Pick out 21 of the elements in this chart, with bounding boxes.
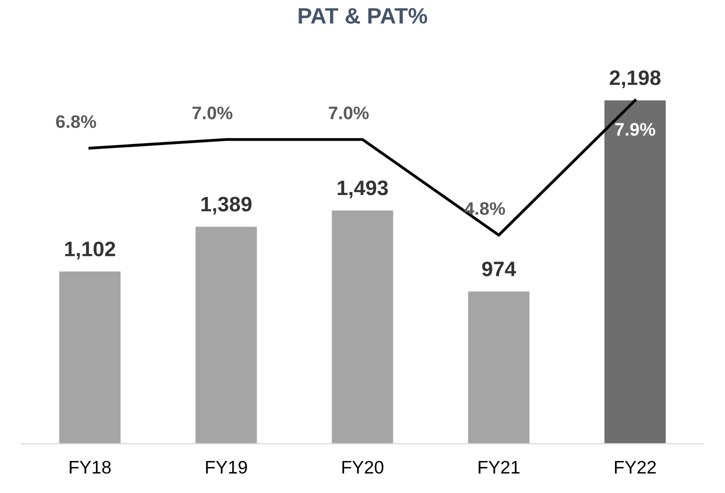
bar (468, 292, 530, 444)
data-label: 4.8% (464, 202, 506, 215)
data-label: 7.0% (192, 106, 232, 120)
data-label: 6.8% (56, 115, 96, 128)
data-label: 7.9% (615, 122, 656, 136)
x-tick-label: FY20 (342, 460, 384, 474)
data-label: 974 (482, 262, 516, 276)
chart-title: PAT & PAT% (298, 8, 428, 24)
x-tick-label: FY19 (206, 460, 247, 474)
x-tick-label: FY22 (615, 460, 656, 474)
x-tick-label: FY21 (478, 460, 520, 474)
data-label: 2,198 (610, 70, 661, 88)
data-label: 1,389 (201, 196, 252, 215)
data-label: 1,102 (65, 242, 116, 260)
bar (59, 272, 121, 444)
bar (196, 226, 257, 444)
x-tick-label: FY18 (70, 460, 111, 474)
bar (604, 100, 666, 444)
data-label: 7.0% (328, 106, 369, 120)
bar (332, 210, 394, 444)
data-label: 1,493 (338, 180, 388, 198)
